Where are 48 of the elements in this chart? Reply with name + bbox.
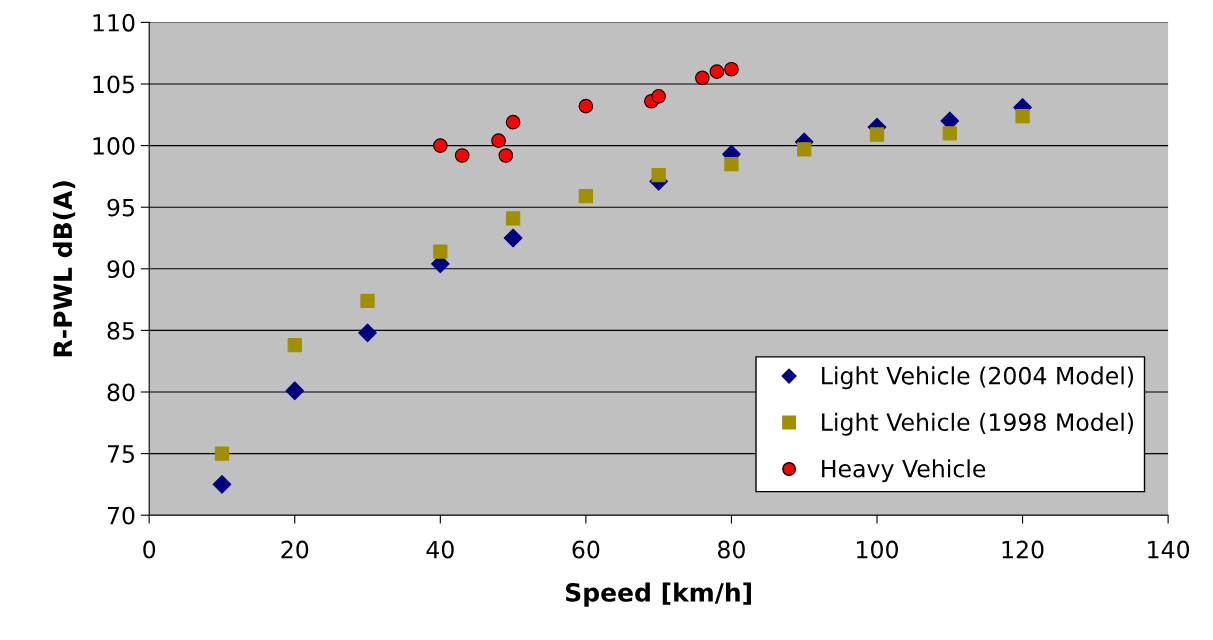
x-tick-label: 0: [143, 540, 156, 559]
point: [498, 148, 514, 163]
y-tick-label: 90: [107, 260, 135, 279]
point: [695, 70, 710, 86]
point: [942, 126, 957, 141]
point: [360, 293, 375, 308]
point: [285, 381, 305, 401]
point: [454, 148, 470, 163]
y-tick-label: 95: [107, 198, 134, 217]
x-tick-label: 100: [857, 540, 898, 559]
point: [358, 323, 377, 343]
legend-label: Light Vehicle (1998 Model): [822, 412, 1134, 436]
x-axis-title: Speed [km/h]: [566, 582, 751, 607]
point: [433, 244, 448, 259]
y-tick-label: 80: [107, 383, 135, 402]
x-tick-label: 60: [572, 540, 600, 559]
x-tick-label: 140: [1148, 540, 1190, 559]
y-tick-label: 70: [107, 506, 135, 525]
y-tick-label: 100: [93, 137, 135, 155]
x-tick-label: 20: [281, 540, 309, 559]
point: [503, 228, 523, 248]
point: [505, 114, 521, 130]
x-tick-label: 80: [718, 540, 745, 559]
point: [651, 88, 666, 104]
point: [287, 338, 302, 353]
point: [724, 61, 739, 77]
point: [651, 168, 666, 183]
point: [869, 127, 885, 142]
y-tick-label: 85: [107, 321, 134, 340]
point: [797, 142, 812, 157]
y-tick-label: 75: [107, 445, 134, 463]
point: [212, 475, 232, 494]
point: [491, 133, 506, 148]
x-tick-label: 120: [1002, 540, 1044, 559]
legend-label: Heavy Vehicle: [822, 459, 986, 483]
point: [1015, 108, 1030, 124]
y-tick-label: 105: [93, 75, 134, 94]
point: [578, 98, 594, 114]
y-tick-label: 110: [93, 13, 135, 32]
point: [724, 156, 739, 172]
point: [578, 188, 594, 204]
point: [709, 64, 725, 80]
point: [432, 138, 448, 153]
point: [214, 446, 230, 461]
y-axis-title: R-PWL dB(A): [52, 181, 76, 357]
legend-label: Light Vehicle (2004 Model): [822, 366, 1134, 390]
x-tick-label: 40: [426, 540, 454, 559]
point: [505, 211, 521, 226]
